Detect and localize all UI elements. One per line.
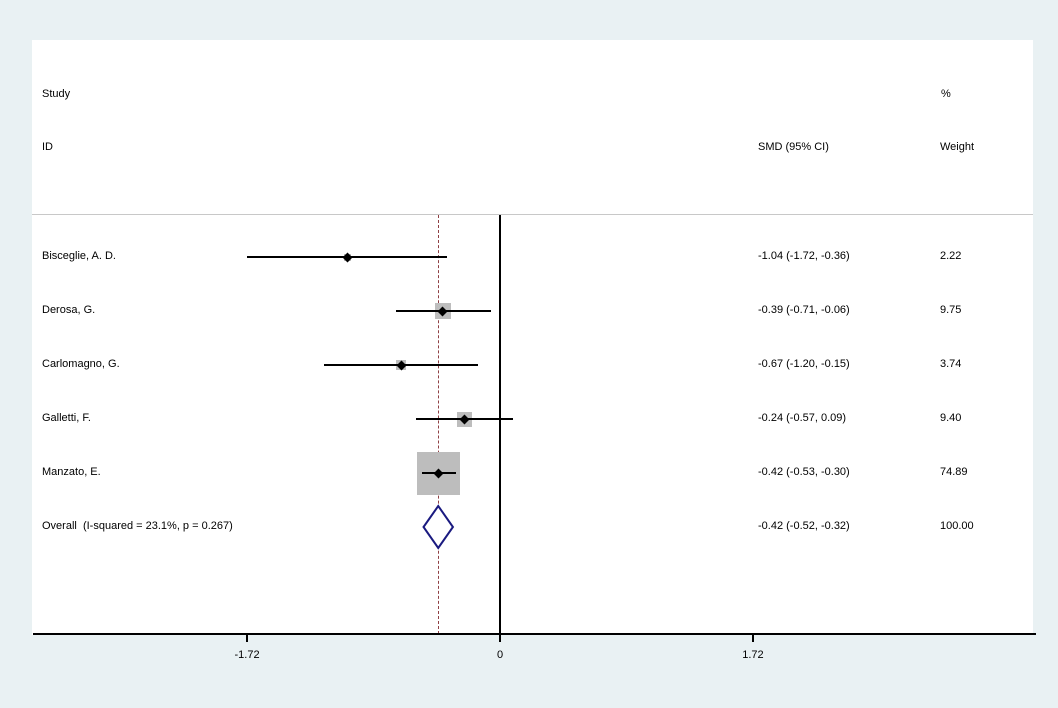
study-label: Galletti, F.	[42, 412, 91, 424]
smd-value: -0.39 (-0.71, -0.06)	[758, 304, 850, 316]
weight-value: 9.40	[940, 412, 962, 424]
smd-value: -0.42 (-0.53, -0.30)	[758, 466, 850, 478]
weight-value: 9.75	[940, 304, 962, 316]
overall-label: Overall (I-squared = 23.1%, p = 0.267)	[42, 520, 233, 532]
x-axis-tick-mark	[246, 635, 249, 642]
study-label: Manzato, E.	[42, 466, 101, 478]
overall-weight-value: 100.00	[940, 520, 974, 532]
weight-value: 2.22	[940, 250, 962, 262]
column-header-percent: %	[941, 88, 951, 100]
weight-value: 74.89	[940, 466, 968, 478]
study-label: Bisceglie, A. D.	[42, 250, 116, 262]
smd-value: -0.67 (-1.20, -0.15)	[758, 358, 850, 370]
smd-value: -1.04 (-1.72, -0.36)	[758, 250, 850, 262]
header-divider-line	[32, 214, 1033, 215]
overall-smd-value: -0.42 (-0.52, -0.32)	[758, 520, 850, 532]
column-header-smd: SMD (95% CI)	[758, 141, 829, 153]
column-header-study: Study	[42, 88, 71, 100]
x-axis-tick-label: 1.72	[742, 649, 764, 661]
x-axis-tick-mark	[751, 635, 754, 642]
x-axis-tick-label: -1.72	[234, 649, 260, 661]
smd-value: -0.24 (-0.57, 0.09)	[758, 412, 847, 424]
column-header-weight: Weight	[940, 141, 975, 153]
weight-value: 3.74	[940, 358, 962, 370]
column-header-id: ID	[42, 141, 53, 153]
overall-estimate-dashed-line	[438, 215, 440, 634]
x-axis-tick-mark	[499, 635, 501, 642]
study-label: Carlomagno, G.	[42, 358, 120, 370]
x-axis-line	[33, 633, 1036, 635]
x-axis-tick-label: 0	[496, 649, 504, 661]
plot-area	[32, 40, 1033, 635]
study-label: Derosa, G.	[42, 304, 96, 316]
zero-reference-line	[499, 215, 501, 634]
